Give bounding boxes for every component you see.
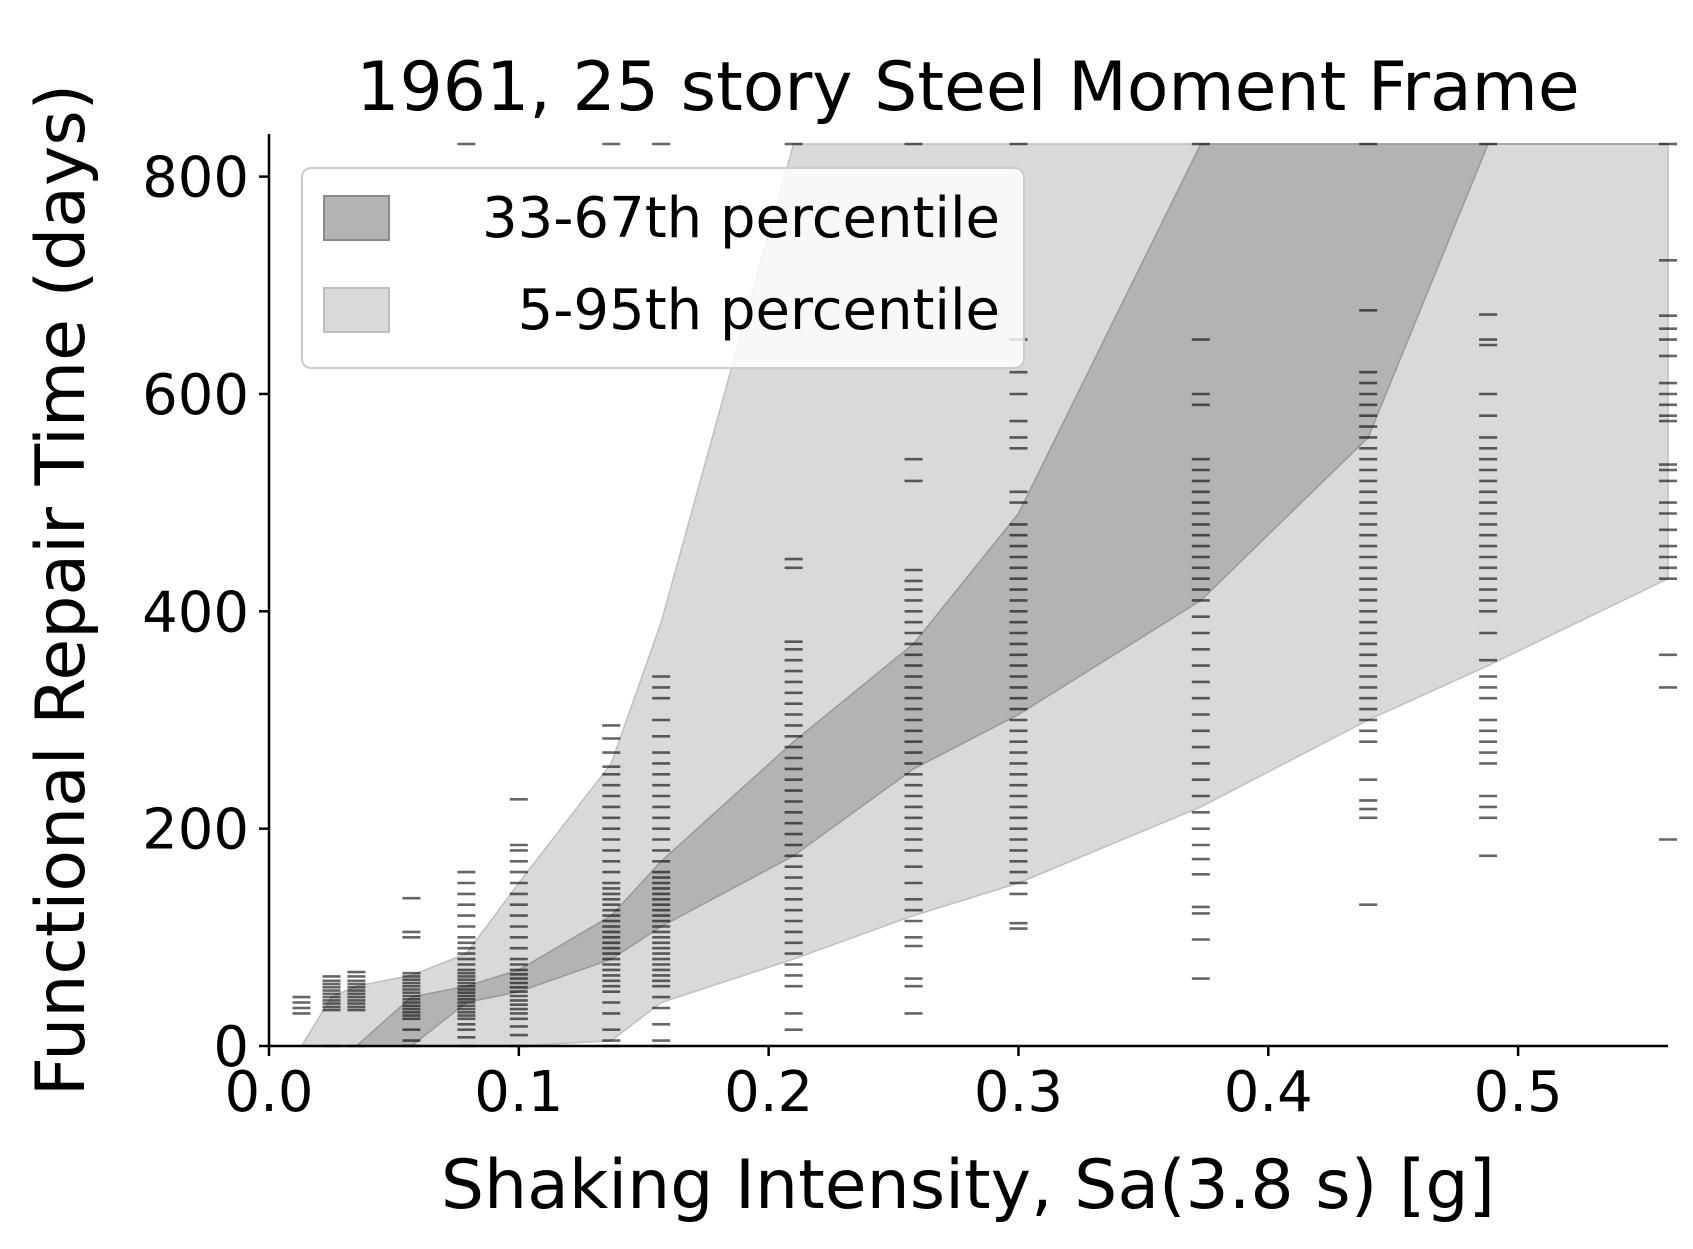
legend-frame xyxy=(301,167,1025,369)
x-tick-label: 0.1 xyxy=(474,1060,563,1125)
x-ticks: 0.0 0.1 0.2 0.3 0.4 0.5 xyxy=(224,1046,1563,1125)
y-tick-label: 800 xyxy=(142,146,249,211)
x-tick-label: 0.5 xyxy=(1474,1060,1563,1125)
chart-title: 1961, 25 story Steel Moment Frame xyxy=(356,48,1580,127)
x-tick-label: 0.3 xyxy=(974,1060,1063,1125)
plot-area xyxy=(292,142,1677,1048)
x-tick-label: 0.0 xyxy=(224,1060,313,1125)
y-tick-label: 200 xyxy=(142,798,249,863)
axes: 0.0 0.1 0.2 0.3 0.4 0.5 0 200 400 600 800 xyxy=(142,134,1668,1125)
y-ticks: 0 200 400 600 800 xyxy=(142,146,269,1080)
y-tick-label: 400 xyxy=(142,580,249,645)
legend-label-5-95: 5-95th percentile xyxy=(518,278,1000,343)
x-tick-label: 0.4 xyxy=(1224,1060,1313,1125)
x-axis-label: Shaking Intensity, Sa(3.8 s) [g] xyxy=(441,1146,1495,1225)
legend: 33-67th percentile 5-95th percentile xyxy=(301,167,1025,369)
legend-swatch-5-95 xyxy=(323,287,390,333)
y-axis-label: Functional Repair Time (days) xyxy=(22,84,101,1096)
y-tick-label: 0 xyxy=(213,1015,249,1080)
x-tick-label: 0.2 xyxy=(724,1060,813,1125)
legend-swatch-33-67 xyxy=(323,195,390,241)
legend-label-33-67: 33-67th percentile xyxy=(482,186,1000,251)
y-tick-label: 600 xyxy=(142,363,249,428)
